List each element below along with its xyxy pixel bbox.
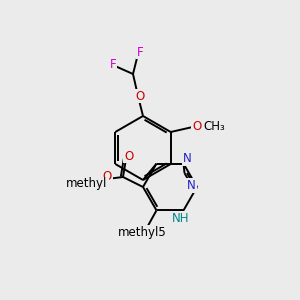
Text: methyl: methyl [66, 178, 108, 190]
Text: O: O [124, 149, 134, 163]
Text: NH: NH [172, 212, 189, 225]
Text: N: N [183, 152, 192, 165]
Text: methyl5: methyl5 [118, 226, 167, 239]
Text: O: O [102, 169, 112, 182]
Text: O: O [135, 89, 145, 103]
Text: N: N [187, 179, 196, 192]
Text: F: F [110, 58, 116, 71]
Text: F: F [137, 46, 143, 59]
Text: CH₃: CH₃ [204, 121, 226, 134]
Text: O: O [192, 121, 201, 134]
